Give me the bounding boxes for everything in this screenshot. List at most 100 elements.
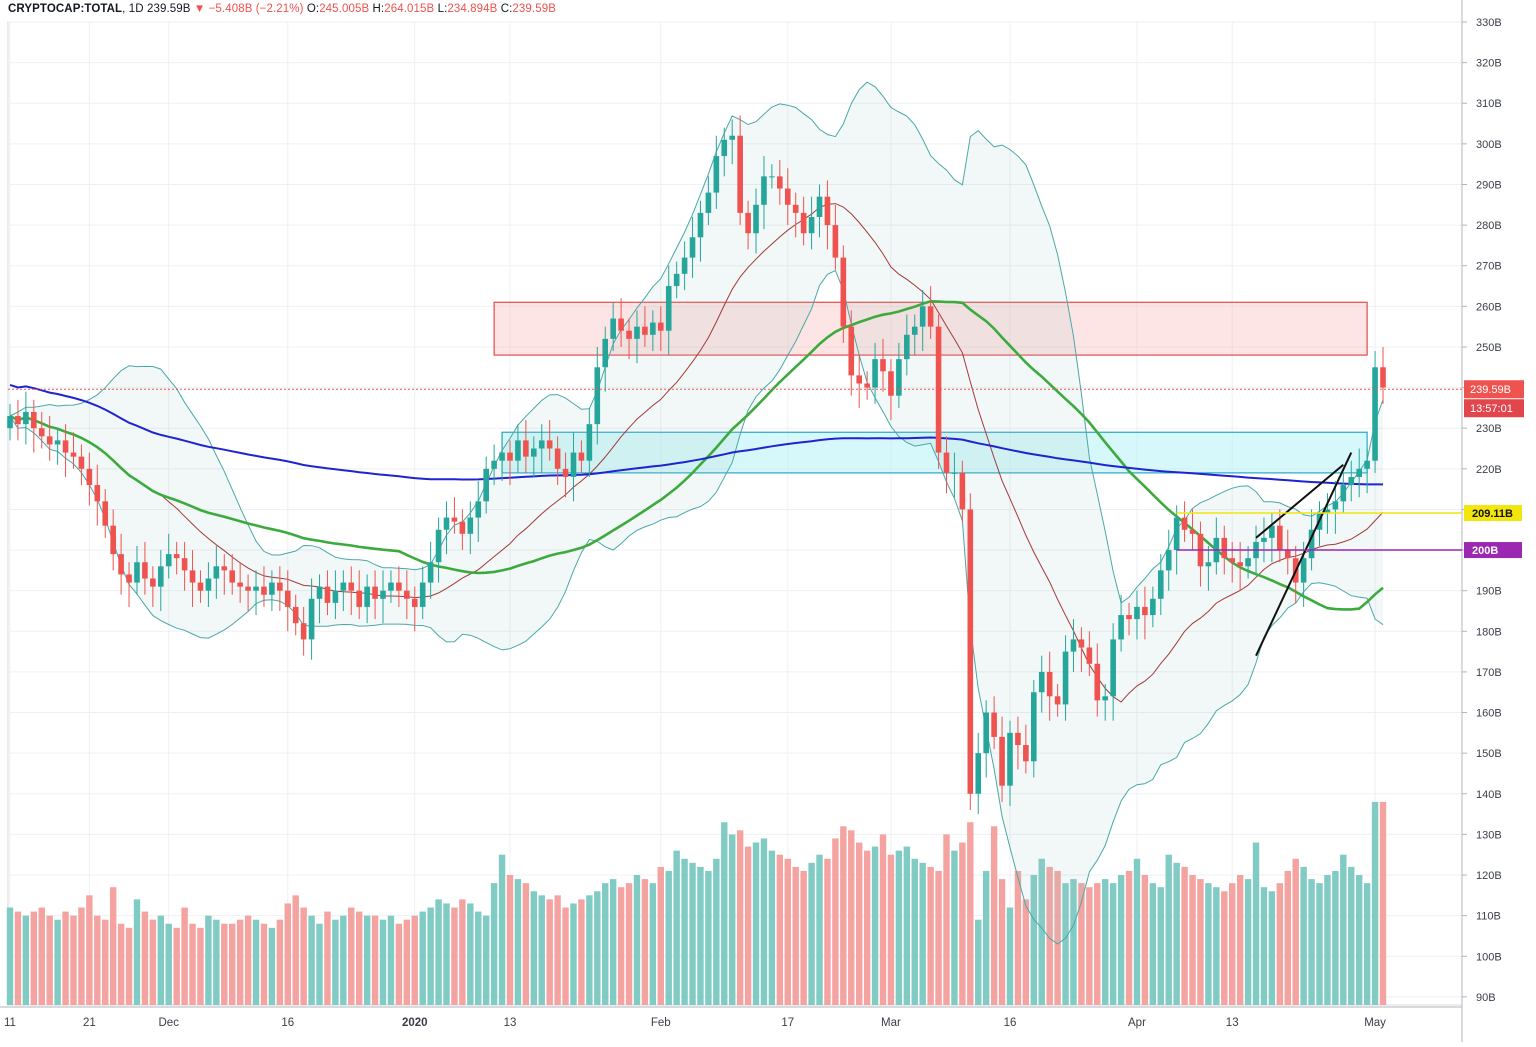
candle-body[interactable] bbox=[427, 562, 434, 583]
candle-body[interactable] bbox=[816, 196, 823, 217]
candle-body[interactable] bbox=[618, 318, 624, 331]
candle-body[interactable] bbox=[1030, 692, 1037, 762]
candle-body[interactable] bbox=[634, 326, 640, 339]
candle-body[interactable] bbox=[372, 586, 378, 599]
candle-body[interactable] bbox=[642, 326, 648, 335]
candle-body[interactable] bbox=[848, 326, 855, 376]
candle-body[interactable] bbox=[1308, 529, 1315, 559]
candle-body[interactable] bbox=[126, 574, 132, 583]
candle-body[interactable] bbox=[951, 472, 958, 474]
candle-body[interactable] bbox=[570, 452, 577, 477]
candle-body[interactable] bbox=[1102, 696, 1109, 701]
candle-body[interactable] bbox=[959, 472, 966, 510]
candle-body[interactable] bbox=[300, 623, 307, 640]
candle-body[interactable] bbox=[904, 334, 910, 360]
candle-body[interactable] bbox=[1015, 732, 1021, 746]
candle-body[interactable] bbox=[213, 566, 220, 579]
candle-body[interactable] bbox=[23, 411, 29, 425]
candle-body[interactable] bbox=[1173, 517, 1180, 551]
candle-body[interactable] bbox=[1277, 525, 1283, 551]
candle-body[interactable] bbox=[165, 554, 172, 567]
candle-body[interactable] bbox=[332, 590, 339, 603]
candle-body[interactable] bbox=[935, 326, 942, 453]
candle-body[interactable] bbox=[697, 212, 704, 238]
candle-body[interactable] bbox=[221, 566, 228, 571]
candle-body[interactable] bbox=[261, 586, 267, 595]
candle-body[interactable] bbox=[467, 517, 474, 534]
candle-body[interactable] bbox=[181, 558, 188, 571]
candle-body[interactable] bbox=[102, 501, 109, 526]
candle-body[interactable] bbox=[1300, 558, 1307, 583]
candle-body[interactable] bbox=[229, 570, 236, 583]
candle-body[interactable] bbox=[911, 326, 918, 335]
candle-body[interactable] bbox=[253, 586, 259, 591]
candle-body[interactable] bbox=[356, 590, 363, 607]
candle-body[interactable] bbox=[872, 359, 878, 388]
candle-body[interactable] bbox=[197, 582, 204, 591]
candle-body[interactable] bbox=[308, 598, 315, 640]
candle-body[interactable] bbox=[705, 192, 712, 213]
candle-body[interactable] bbox=[348, 582, 355, 591]
candle-body[interactable] bbox=[800, 212, 807, 234]
candle-body[interactable] bbox=[340, 582, 347, 591]
candle-body[interactable] bbox=[729, 135, 736, 140]
candle-body[interactable] bbox=[927, 306, 934, 327]
candle-body[interactable] bbox=[277, 582, 283, 591]
candle-body[interactable] bbox=[110, 525, 116, 555]
candle-body[interactable] bbox=[554, 448, 561, 469]
candle-body[interactable] bbox=[443, 517, 450, 530]
candle-body[interactable] bbox=[1062, 651, 1069, 705]
candle-body[interactable] bbox=[483, 468, 489, 502]
candle-body[interactable] bbox=[983, 712, 989, 754]
candle-body[interactable] bbox=[1261, 537, 1267, 542]
candle-body[interactable] bbox=[1181, 517, 1188, 530]
candle-body[interactable] bbox=[475, 501, 482, 518]
candle-body[interactable] bbox=[515, 440, 521, 461]
candle-body[interactable] bbox=[1269, 525, 1275, 538]
candle-body[interactable] bbox=[499, 452, 505, 461]
candle-body[interactable] bbox=[388, 582, 394, 591]
candle-body[interactable] bbox=[769, 176, 775, 178]
candle-body[interactable] bbox=[31, 411, 37, 429]
candle-body[interactable] bbox=[594, 367, 601, 425]
candle-body[interactable] bbox=[1134, 606, 1140, 620]
candle-body[interactable] bbox=[269, 582, 275, 595]
candle-body[interactable] bbox=[1038, 671, 1045, 693]
candle-body[interactable] bbox=[134, 562, 140, 583]
candle-body[interactable] bbox=[78, 456, 85, 469]
candle-body[interactable] bbox=[46, 436, 53, 445]
candle-body[interactable] bbox=[1332, 501, 1339, 510]
candle-body[interactable] bbox=[824, 196, 831, 226]
candle-body[interactable] bbox=[1046, 671, 1053, 697]
candle-body[interactable] bbox=[1364, 460, 1370, 469]
candle-body[interactable] bbox=[205, 578, 212, 591]
candle-body[interactable] bbox=[602, 338, 609, 368]
candle-body[interactable] bbox=[1094, 663, 1101, 701]
candle-body[interactable] bbox=[1023, 745, 1029, 762]
candle-body[interactable] bbox=[54, 440, 61, 445]
candle-body[interactable] bbox=[1245, 558, 1251, 567]
candle-body[interactable] bbox=[856, 375, 862, 384]
candle-body[interactable] bbox=[626, 330, 632, 339]
candle-body[interactable] bbox=[324, 586, 331, 603]
candle-body[interactable] bbox=[1110, 639, 1116, 697]
candle-body[interactable] bbox=[380, 590, 386, 599]
candle-body[interactable] bbox=[70, 452, 77, 457]
candle-body[interactable] bbox=[86, 468, 93, 486]
candle-body[interactable] bbox=[1118, 615, 1124, 640]
candle-body[interactable] bbox=[7, 416, 13, 429]
symbol-label[interactable]: CRYPTOCAP:TOTAL bbox=[8, 3, 123, 15]
candle-body[interactable] bbox=[546, 440, 553, 449]
candle-body[interactable] bbox=[784, 188, 791, 205]
candle-body[interactable] bbox=[888, 371, 894, 396]
candle-body[interactable] bbox=[880, 359, 886, 372]
candle-body[interactable] bbox=[538, 440, 545, 449]
candle-body[interactable] bbox=[1229, 558, 1236, 563]
candle-body[interactable] bbox=[118, 554, 124, 575]
candle-body[interactable] bbox=[189, 570, 196, 583]
candle-body[interactable] bbox=[1142, 606, 1148, 616]
candle-body[interactable] bbox=[1356, 468, 1362, 477]
candle-body[interactable] bbox=[673, 273, 680, 287]
candle-body[interactable] bbox=[15, 416, 21, 425]
